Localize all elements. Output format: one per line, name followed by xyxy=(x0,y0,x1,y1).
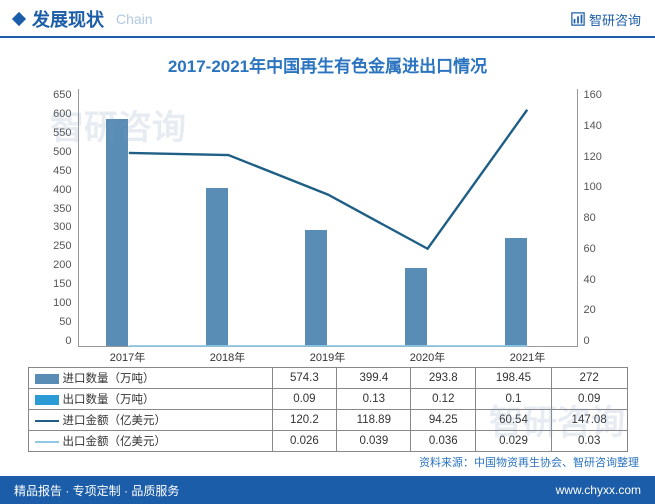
cell-export_qty: 0.12 xyxy=(411,389,476,410)
brand-icon xyxy=(571,12,585,26)
cell-export_qty: 0.09 xyxy=(272,389,337,410)
chart-area: 650600550500450400350300250200150100500 … xyxy=(28,85,628,365)
data-table: 进口数量（万吨） 574.3399.4293.8198.45272 出口数量（万吨）… xyxy=(28,367,628,452)
cell-import_amt: 94.25 xyxy=(411,410,476,431)
page-header: 发展现状 Chain 智研咨询 xyxy=(0,0,655,38)
line-import_amt xyxy=(128,110,526,249)
cell-import_qty: 574.3 xyxy=(272,368,337,389)
table-row: 出口数量（万吨）0.090.130.120.10.09 xyxy=(28,389,627,410)
cell-export_qty: 0.13 xyxy=(337,389,411,410)
plot-area xyxy=(78,89,578,347)
cell-import_qty: 293.8 xyxy=(411,368,476,389)
table-row: 出口金额（亿美元） 0.0260.0390.0360.0290.03 xyxy=(28,431,627,452)
cell-export_qty: 0.1 xyxy=(476,389,552,410)
cell-export_qty: 0.09 xyxy=(551,389,627,410)
cell-import_amt: 60.54 xyxy=(476,410,552,431)
footer-bar: 精品报告 · 专项定制 · 品质服务 www.chyxx.com xyxy=(0,476,655,504)
header-title: 发展现状 xyxy=(32,6,104,32)
header-subtitle: Chain xyxy=(116,11,153,27)
legend-label-import_qty: 进口数量（万吨） xyxy=(63,373,155,385)
y-axis-left: 650600550500450400350300250200150100500 xyxy=(28,89,76,347)
cell-export_amt: 0.026 xyxy=(272,431,337,452)
header-diamond-icon xyxy=(12,12,26,26)
cell-import_qty: 272 xyxy=(551,368,627,389)
cell-import_qty: 198.45 xyxy=(476,368,552,389)
legend-label-export_amt: 出口金额（亿美元） xyxy=(63,436,167,448)
line-overlay xyxy=(79,89,577,346)
cell-export_amt: 0.029 xyxy=(476,431,552,452)
cell-import_amt: 120.2 xyxy=(272,410,337,431)
cell-import_qty: 399.4 xyxy=(337,368,411,389)
cell-export_amt: 0.039 xyxy=(337,431,411,452)
chart-title: 2017-2021年中国再生有色金属进出口情况 xyxy=(0,52,655,77)
table-row: 进口金额（亿美元） 120.2118.8994.2560.54147.08 xyxy=(28,410,627,431)
x-axis-labels: 2017年2018年2019年2020年2021年 xyxy=(78,349,578,365)
table-row: 进口数量（万吨） 574.3399.4293.8198.45272 xyxy=(28,368,627,389)
legend-label-export_qty: 出口数量（万吨） xyxy=(63,394,155,406)
source-text: 资料来源：中国物资再生协会、智研咨询整理 xyxy=(419,454,639,470)
footer-left: 精品报告 · 专项定制 · 品质服务 xyxy=(14,482,179,499)
cell-export_amt: 0.03 xyxy=(551,431,627,452)
cell-export_amt: 0.036 xyxy=(411,431,476,452)
y-axis-right: 160140120100806040200 xyxy=(580,89,628,347)
cell-import_amt: 147.08 xyxy=(551,410,627,431)
legend-label-import_amt: 进口金额（亿美元） xyxy=(63,415,167,427)
brand-block: 智研咨询 xyxy=(571,10,641,29)
brand-name: 智研咨询 xyxy=(589,10,641,29)
footer-right: www.chyxx.com xyxy=(556,483,641,497)
cell-import_amt: 118.89 xyxy=(337,410,411,431)
